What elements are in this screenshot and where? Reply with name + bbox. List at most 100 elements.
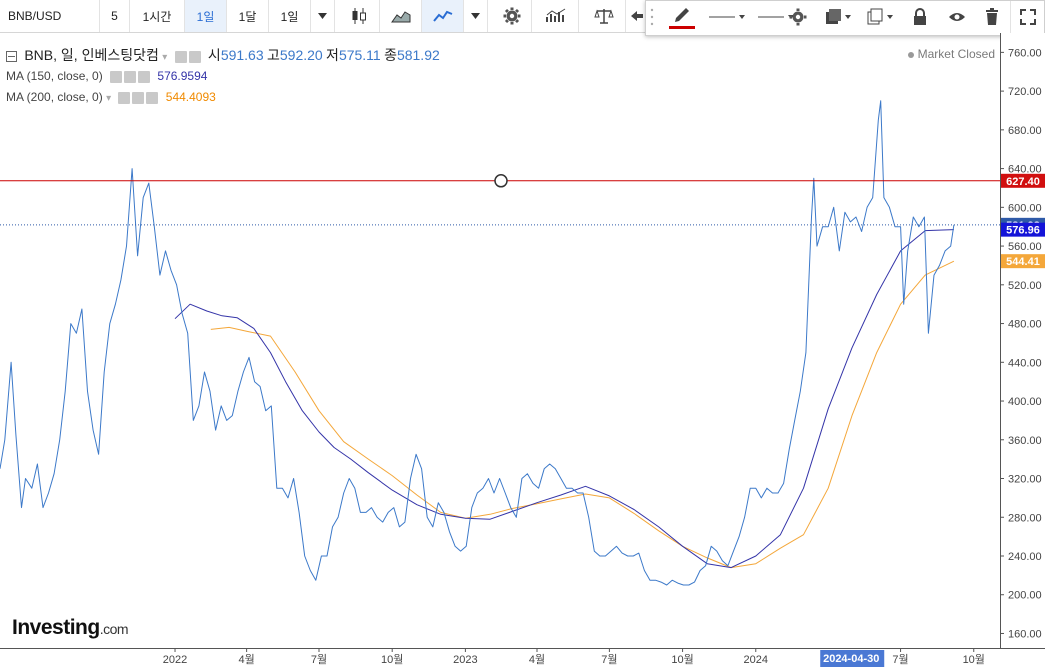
price-chart[interactable]: 160.00 200.00 240.00 280.00 320.00 360.00 400.… [0, 33, 1045, 667]
interval-1mo-button[interactable]: 1달 [227, 0, 269, 32]
drawing-settings-button[interactable] [784, 1, 812, 33]
symbol-button[interactable]: BNB/USD [0, 0, 100, 32]
y-tick-label: 160.00 [1008, 628, 1042, 640]
eye-toggle-icon[interactable] [118, 91, 131, 104]
ma200-value: 544.4093 [165, 90, 216, 104]
chevron-down-icon [471, 13, 480, 19]
compare-button[interactable] [582, 0, 626, 32]
legend-dropdown-icon[interactable]: ▾ [162, 52, 168, 63]
high-value: 592.20 [279, 47, 323, 63]
horizontal-line-value-label: 627.40 [1006, 176, 1040, 188]
ma200-dropdown-icon[interactable]: ▾ [106, 93, 112, 104]
legend-ma150: MA (150, close, 0) 576.9594 [6, 69, 207, 83]
interval-5-button[interactable]: 5 [100, 0, 130, 32]
eye-toggle-icon[interactable] [110, 70, 123, 83]
logo-main: Investing [12, 616, 100, 639]
investing-logo: Investing.com [12, 616, 129, 640]
market-status-text: Market Closed [917, 47, 995, 61]
interval-1d-button[interactable]: 1일 [185, 0, 227, 32]
x-crosshair-label: 2024-04-30 [823, 653, 879, 665]
interval-1d-b-button[interactable]: 1일 [269, 0, 311, 32]
horizontal-line-handle[interactable] [494, 174, 508, 188]
close-icon[interactable] [138, 70, 151, 83]
ma200-price-label: 544.41 [1006, 256, 1040, 268]
clone-button[interactable] [860, 1, 900, 33]
eye-icon [949, 13, 965, 21]
settings-small-icon[interactable] [188, 50, 201, 63]
settings-small-icon[interactable] [124, 70, 137, 83]
drag-dots-icon [650, 8, 654, 26]
settings-button[interactable] [492, 0, 532, 32]
x-tick-label: 2022 [163, 654, 187, 666]
candle-type-button[interactable] [338, 0, 380, 32]
clone-icon [867, 8, 893, 25]
collapse-icon[interactable] [6, 51, 17, 63]
chart-area[interactable]: 160.00 200.00 240.00 280.00 320.00 360.00 400.… [0, 33, 1045, 667]
trash-icon [986, 8, 998, 25]
line-width-button[interactable] [704, 1, 750, 33]
legend-main: BNB, 일, 인베스팅닷컴 ▾ 시591.63 고592.20 저575.11… [6, 45, 440, 65]
settings-small-icon[interactable] [132, 91, 145, 104]
x-tick-label: 10월 [381, 653, 403, 666]
area-type-button[interactable] [380, 0, 422, 32]
drawing-toolbar [645, 0, 1045, 36]
price-series-line [0, 100, 955, 586]
legend-ma200: MA (200, close, 0) ▾ 544.4093 [6, 90, 216, 104]
gear-icon [503, 7, 520, 25]
color-swatch [669, 26, 695, 29]
indicators-button[interactable] [535, 0, 579, 32]
scroll-left-button[interactable] [626, 0, 648, 32]
legend-title: BNB, 일, 인베스팅닷컴 [24, 47, 159, 63]
status-dot-icon [907, 51, 914, 58]
chart-type-dropdown-button[interactable] [464, 0, 488, 32]
eye-toggle-icon[interactable] [174, 50, 187, 63]
lock-icon [914, 8, 926, 25]
interval-dropdown-button[interactable] [311, 0, 335, 32]
symbol-label: BNB/USD [8, 9, 62, 23]
x-tick-label: 10월 [671, 653, 693, 666]
ma150-price-label-bg [1001, 222, 1045, 237]
interval-5-label: 5 [111, 9, 118, 23]
interval-1h-button[interactable]: 1시간 [130, 0, 185, 32]
y-tick-label: 640.00 [1008, 164, 1042, 176]
x-tick-label: 2024 [744, 654, 768, 666]
ma150-label: MA (150, close, 0) [6, 69, 103, 83]
x-tick-label: 10월 [963, 653, 985, 666]
fullscreen-button[interactable] [1010, 1, 1045, 33]
y-tick-label: 720.00 [1008, 86, 1042, 98]
interval-1d-label: 1일 [196, 9, 215, 24]
interval-1mo-label: 1달 [238, 9, 257, 24]
x-tick-label: 7월 [892, 653, 908, 666]
y-tick-label: 760.00 [1008, 47, 1042, 59]
drag-handle[interactable] [648, 1, 656, 33]
ma150-series-line [174, 229, 954, 569]
visibility-button[interactable] [938, 1, 976, 33]
legend-controls[interactable] [174, 50, 201, 63]
ma150-price-label: 576.96 [1006, 225, 1040, 237]
y-axis-panel [1000, 33, 1045, 667]
area-chart-icon [390, 11, 410, 23]
ma200-controls[interactable] [118, 91, 159, 104]
close-value: 581.92 [396, 47, 440, 63]
y-tick-label: 480.00 [1008, 319, 1042, 331]
ma150-controls[interactable] [110, 70, 151, 83]
bring-front-button[interactable] [818, 1, 858, 33]
line-width-icon [709, 15, 745, 19]
scales-icon [593, 9, 614, 24]
y-tick-label: 600.00 [1008, 202, 1042, 214]
open-value: 591.63 [220, 47, 264, 63]
lock-button[interactable] [901, 1, 939, 33]
y-tick-label: 520.00 [1008, 280, 1042, 292]
fullscreen-icon [1020, 9, 1036, 25]
delete-button[interactable] [976, 1, 1008, 33]
series-group [0, 100, 955, 586]
logo-suffix: .com [99, 621, 129, 637]
line-color-button[interactable] [660, 1, 704, 33]
y-tick-label: 280.00 [1008, 512, 1042, 524]
y-tick-label: 680.00 [1008, 125, 1042, 137]
close-icon[interactable] [146, 91, 159, 104]
high-label: 고 [266, 47, 280, 63]
indicators-icon [545, 8, 565, 22]
x-tick-label: 4월 [238, 653, 254, 666]
line-type-button[interactable] [422, 0, 464, 32]
